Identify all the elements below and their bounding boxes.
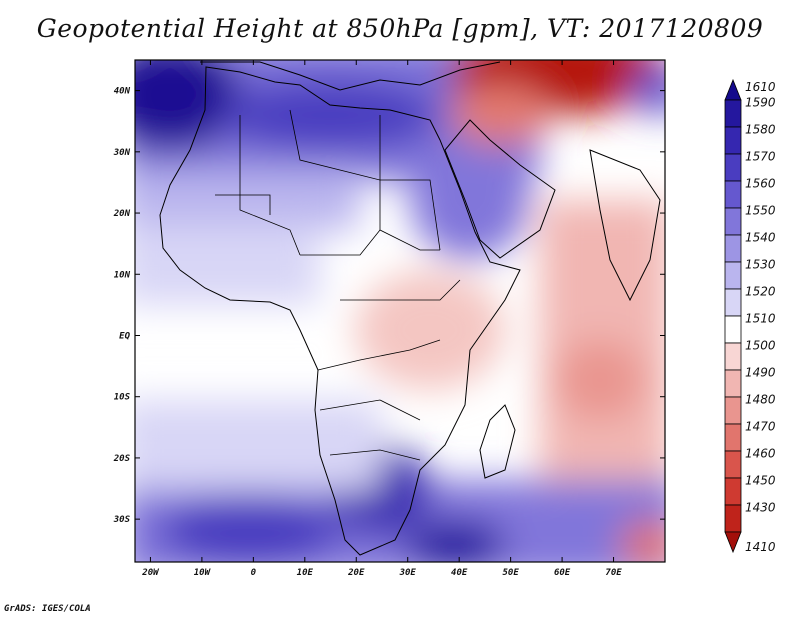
colorbar-top-arrow [724, 78, 742, 101]
plot-frame [134, 59, 666, 563]
colorbar-bottom-arrow [724, 531, 742, 554]
blob-westafrica [135, 225, 320, 305]
colorbar-label: 1530 [745, 258, 776, 272]
footer-credit: GrADS: IGES/COLA [4, 604, 91, 614]
colorbar-swatch [724, 477, 742, 506]
x-tick-label: 30E [399, 568, 417, 578]
colorbar-swatch [724, 126, 742, 155]
europe-coast [200, 61, 501, 91]
blob-south-atlantic-max [160, 495, 340, 562]
africa-coast [159, 66, 521, 556]
blob-eastafrica [355, 270, 505, 390]
blob-indian-min [555, 340, 645, 420]
blob-himalaya-high [630, 65, 665, 115]
colorbar-label: 1460 [745, 447, 776, 461]
blob-south-indian-max [405, 520, 505, 562]
borders [215, 109, 461, 461]
y-tick-label: 30N [113, 148, 131, 158]
x-tick-label: 20E [347, 568, 365, 578]
colorbar-swatch [724, 153, 742, 182]
y-tick-label: 10S [114, 393, 131, 403]
colorbar: 1610 1590 1580 1570 1560 1550 1540 1530 1520 1510… [724, 78, 776, 554]
coastlines [159, 61, 661, 556]
blob-se-low [620, 520, 665, 562]
colorbar-label: 1500 [745, 339, 776, 353]
colorbar-swatch [724, 504, 742, 533]
x-tick-label: 10W [194, 568, 212, 578]
colorbar-label: 1540 [745, 231, 776, 245]
colorbar-swatch [724, 342, 742, 371]
colorbar-swatch [724, 315, 742, 344]
colorbar-label: 1510 [745, 312, 776, 326]
x-tick-label: 10E [297, 568, 314, 578]
y-axis: 40N 30N 20N 10N EQ 10S 20S 30S [113, 87, 665, 525]
colorbar-swatch [724, 261, 742, 290]
blob-arabia [410, 140, 530, 260]
colorbar-label: 1480 [745, 393, 776, 407]
blob-atlantic-max [135, 60, 240, 150]
colorbar-swatch [724, 234, 742, 263]
colorbar-swatch [724, 207, 742, 236]
y-tick-label: 30S [113, 515, 131, 525]
colorbar-label: 1550 [745, 204, 776, 218]
colorbar-swatch [724, 396, 742, 425]
colorbar-label: 1520 [745, 285, 776, 299]
india-coast [589, 149, 661, 302]
colorbar-label: 1580 [745, 123, 776, 137]
colorbar-label: 1610 [745, 80, 776, 94]
colorbar-swatch [724, 180, 742, 209]
x-tick-label: 40E [451, 568, 468, 578]
field-blobs [135, 60, 665, 562]
colorbar-label: 1430 [745, 501, 776, 515]
colorbar-swatch [724, 423, 742, 452]
colorbar-swatch [724, 450, 742, 479]
x-tick-label: 50E [502, 568, 519, 578]
x-tick-label: 20W [141, 568, 160, 578]
colorbar-label: 1590 [745, 96, 776, 110]
chart-title: Geopotential Height at 850hPa [gpm], VT:… [36, 14, 764, 43]
x-axis: 20W 10W 0 10E 20E 30E 40E 50E 60E 70E [141, 60, 622, 578]
colorbar-label: 1570 [745, 150, 776, 164]
colorbar-swatch [724, 288, 742, 317]
y-tick-label: 10N [114, 270, 131, 280]
colorbar-label: 1470 [745, 420, 776, 434]
colorbar-swatch [724, 99, 742, 128]
madagascar [479, 404, 516, 479]
y-tick-label: 20S [113, 454, 131, 464]
y-tick-label: 20N [113, 209, 131, 219]
height-field [135, 60, 665, 562]
colorbar-swatch [724, 369, 742, 398]
x-tick-label: 0 [251, 568, 257, 578]
y-tick-label: 40N [114, 87, 131, 97]
colorbar-label: 1410 [745, 540, 776, 554]
blob-mesopotamia [450, 85, 550, 145]
arabia-coast [444, 119, 556, 259]
blob-sahara-max [220, 80, 440, 150]
blob-south-transition [135, 400, 380, 490]
x-tick-label: 70E [605, 568, 622, 578]
x-tick-label: 60E [554, 568, 571, 578]
colorbar-label: 1450 [745, 474, 776, 488]
colorbar-label: 1490 [745, 366, 776, 380]
y-tick-label: EQ [119, 331, 130, 341]
colorbar-label: 1560 [745, 177, 776, 191]
